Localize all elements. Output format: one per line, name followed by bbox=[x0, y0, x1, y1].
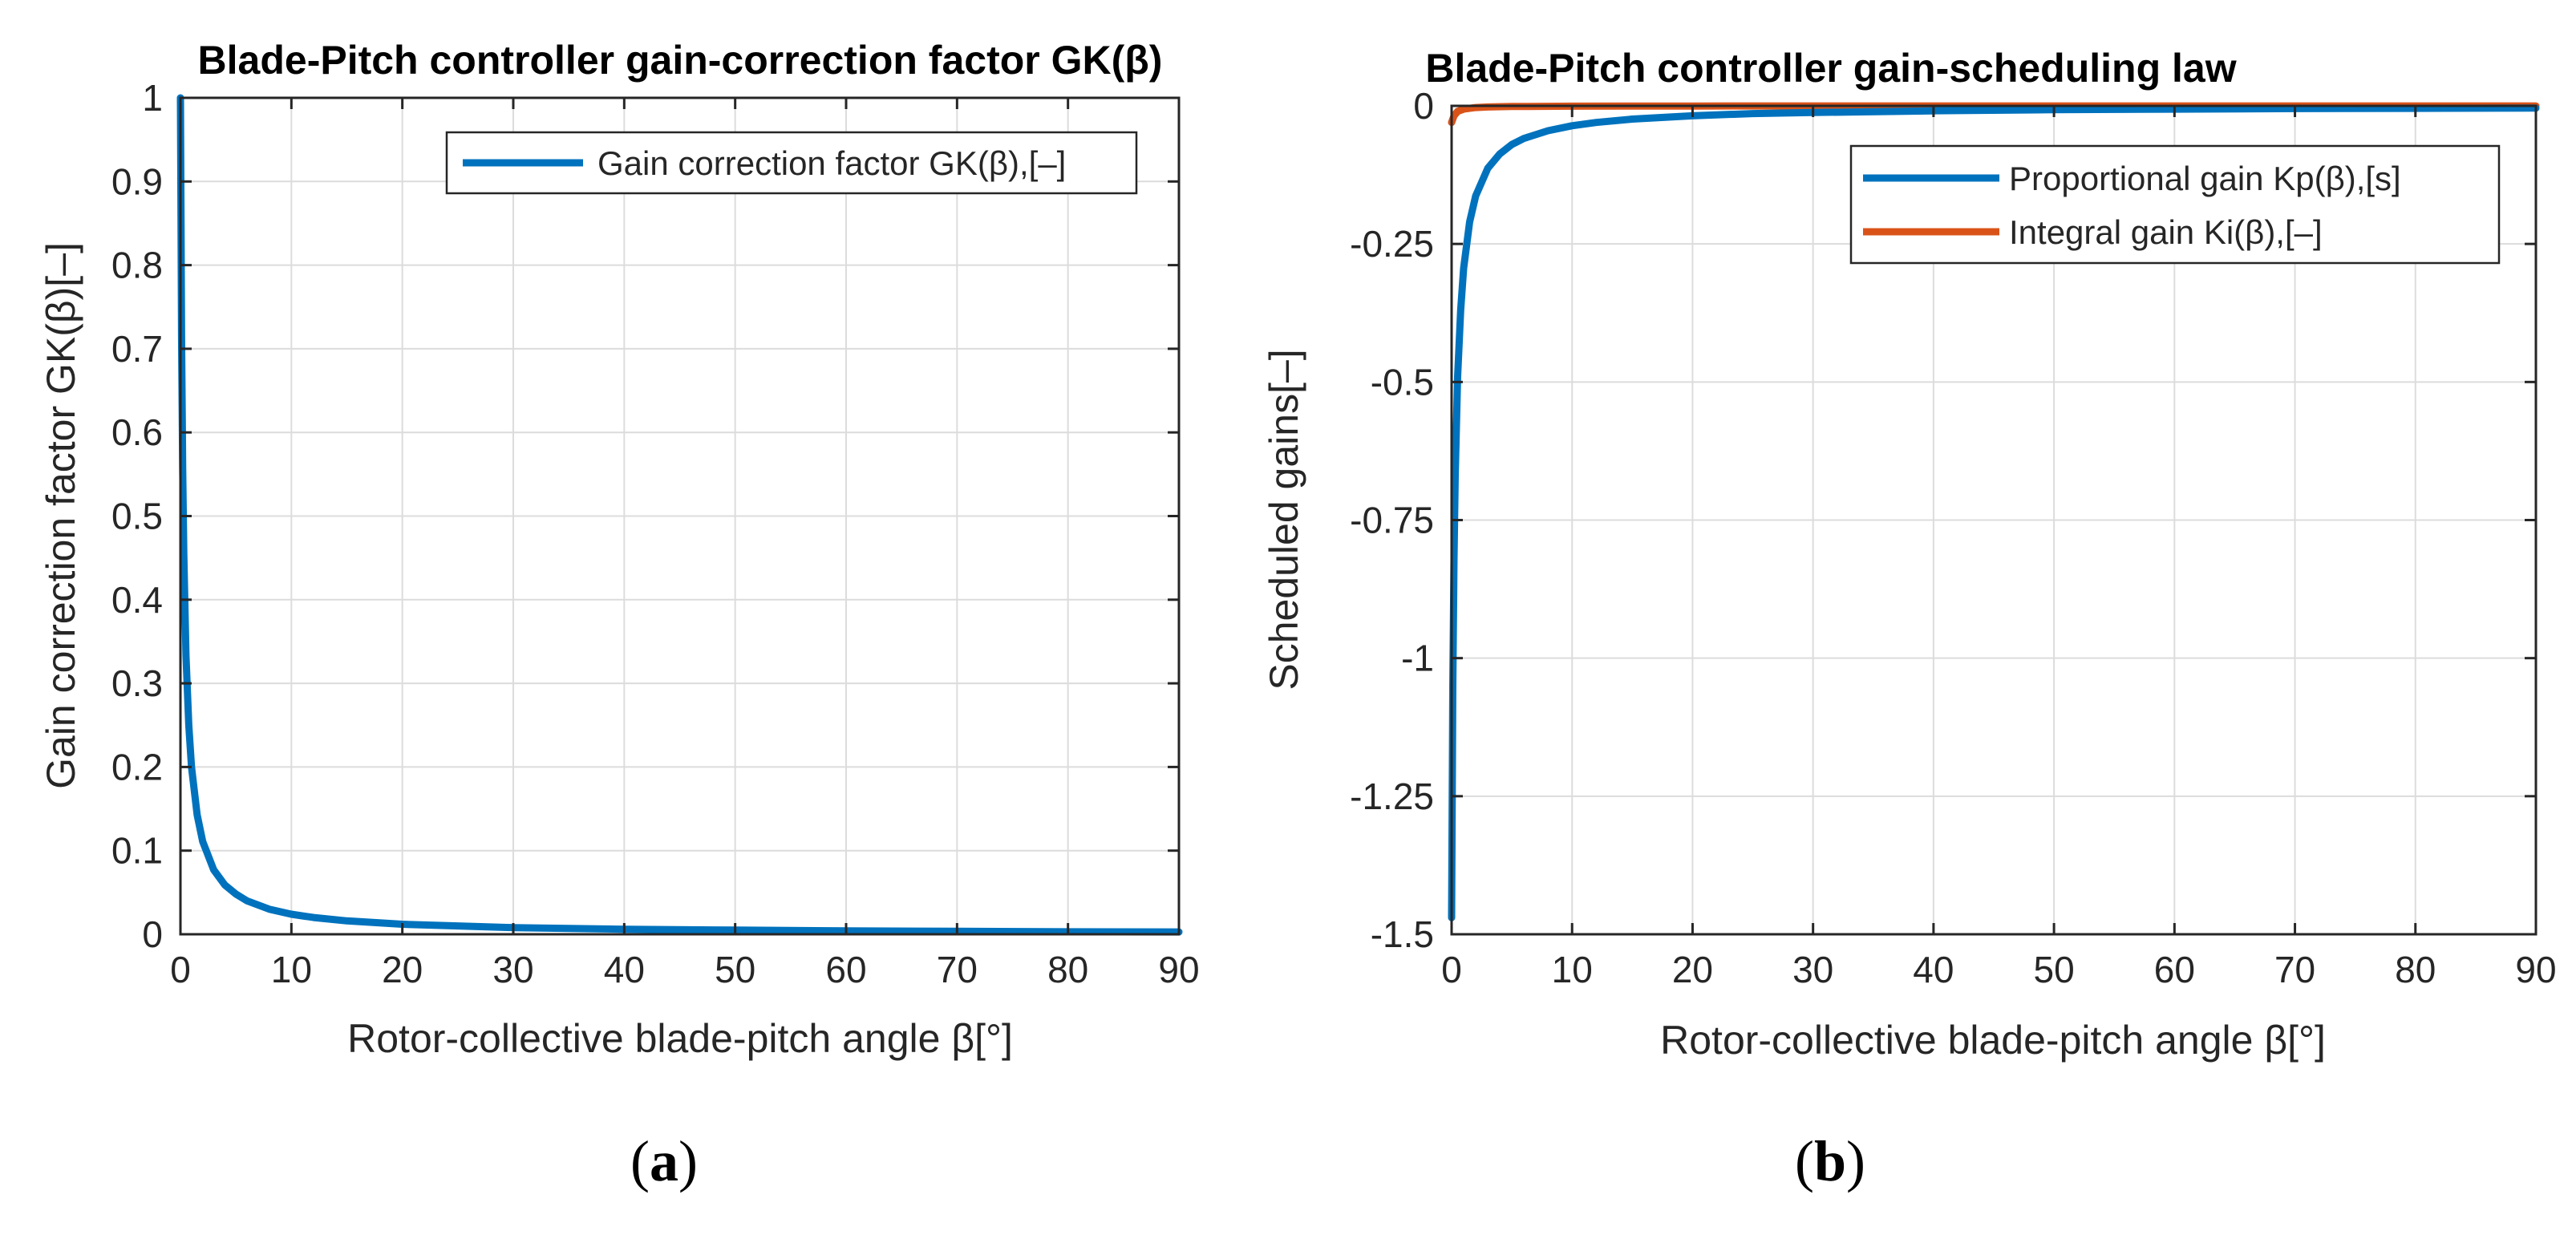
x-tick-label-a: 10 bbox=[271, 949, 312, 990]
y-tick-label-a: 0 bbox=[142, 913, 163, 955]
legend-box-b bbox=[1849, 144, 2501, 265]
x-tick-label-b: 60 bbox=[2154, 949, 2195, 990]
x-tick-label-b: 30 bbox=[1792, 949, 1833, 990]
x-tick-label-a: 60 bbox=[825, 949, 866, 990]
x-tick-label-b: 70 bbox=[2274, 949, 2315, 990]
series-layer-a bbox=[176, 94, 1183, 936]
x-tick-label-a: 30 bbox=[492, 949, 533, 990]
y-axis-label-b: Scheduled gains[–] bbox=[1262, 349, 1306, 690]
x-tick-label-a: 70 bbox=[937, 949, 978, 990]
x-tick-label-a: 50 bbox=[715, 949, 755, 990]
y-tick-label-a: 0.7 bbox=[111, 328, 163, 370]
series-line-a-0 bbox=[176, 94, 1183, 936]
series-line-b-0 bbox=[1448, 104, 2540, 921]
y-tick-label-a: 0.8 bbox=[111, 245, 163, 286]
chart-panel-a: Blade-Pitch controller gain-correction f… bbox=[38, 38, 1200, 1193]
y-tick-label-a: 0.5 bbox=[111, 496, 163, 537]
ticks-b: 0 10 20 30 40 50 60 70 80 90 -1.5 -1.25 -1 -0.75 -0.5 -… bbox=[1350, 85, 2556, 990]
legend-label-kp: Proportional gain Kp(β),[s] bbox=[2009, 160, 2401, 197]
x-tick-label-b: 80 bbox=[2395, 949, 2436, 990]
x-axis-label-a: Rotor-collective blade-pitch angle β[°] bbox=[347, 1016, 1013, 1061]
y-tick-label-b: -1.5 bbox=[1371, 913, 1434, 955]
x-tick-label-b: 90 bbox=[2515, 949, 2556, 990]
x-tick-label-a: 90 bbox=[1158, 949, 1199, 990]
x-tick-label-b: 40 bbox=[1913, 949, 1954, 990]
ticks-a: 0 10 20 30 40 50 60 70 80 90 0 0.1 0.2 0.3 0.4 0.5 0.6 0.… bbox=[111, 77, 1200, 990]
y-tick-label-b: -0.5 bbox=[1371, 361, 1434, 403]
legend-label-ki: Integral gain Ki(β),[–] bbox=[2009, 213, 2323, 251]
caption-b-letter: b bbox=[1814, 1129, 1846, 1193]
caption-b: (b) bbox=[1795, 1129, 1865, 1193]
caption-a-letter: a bbox=[650, 1129, 678, 1193]
y-tick-label-a: 0.1 bbox=[111, 830, 163, 872]
legend-label-gk: Gain correction factor GK(β),[–] bbox=[597, 144, 1066, 182]
x-tick-label-b: 50 bbox=[2034, 949, 2075, 990]
y-tick-label-a: 0.6 bbox=[111, 411, 163, 453]
caption-a: (a) bbox=[630, 1129, 698, 1193]
y-tick-label-a: 0.9 bbox=[111, 160, 163, 202]
y-tick-label-b: -1.25 bbox=[1350, 775, 1434, 817]
y-tick-label-a: 0.4 bbox=[111, 579, 163, 621]
chart-panel-b: Blade-Pitch controller gain-scheduling l… bbox=[1262, 46, 2557, 1193]
x-tick-label-b: 20 bbox=[1672, 949, 1713, 990]
y-tick-label-b: -1 bbox=[1401, 638, 1434, 679]
caption-a-open: ( bbox=[630, 1129, 650, 1193]
x-tick-label-a: 40 bbox=[604, 949, 645, 990]
y-tick-label-b: -0.75 bbox=[1350, 500, 1434, 541]
x-tick-label-b: 0 bbox=[1441, 949, 1462, 990]
caption-b-close: ) bbox=[1846, 1129, 1865, 1193]
caption-a-close: ) bbox=[678, 1129, 698, 1193]
legend-b: Proportional gain Kp(β),[s] Integral gai… bbox=[1849, 144, 2501, 265]
y-tick-label-a: 0.3 bbox=[111, 662, 163, 704]
x-tick-label-b: 10 bbox=[1552, 949, 1593, 990]
x-tick-label-a: 80 bbox=[1047, 949, 1088, 990]
x-axis-label-b: Rotor-collective blade-pitch angle β[°] bbox=[1660, 1018, 2326, 1063]
y-tick-label-b: -0.25 bbox=[1350, 223, 1434, 265]
chart-title-b: Blade-Pitch controller gain-scheduling l… bbox=[1425, 46, 2236, 91]
legend-a: Gain correction factor GK(β),[–] bbox=[445, 131, 1138, 195]
y-tick-label-a: 1 bbox=[142, 77, 163, 119]
caption-b-open: ( bbox=[1795, 1129, 1814, 1193]
grid-b bbox=[1452, 106, 2536, 934]
x-tick-label-a: 20 bbox=[382, 949, 423, 990]
y-tick-label-b: 0 bbox=[1413, 85, 1434, 127]
y-tick-label-a: 0.2 bbox=[111, 746, 163, 788]
chart-title-a: Blade-Pitch controller gain-correction f… bbox=[198, 38, 1163, 83]
x-tick-label-a: 0 bbox=[170, 949, 191, 990]
y-axis-label-a: Gain correction factor GK(β)[–] bbox=[38, 242, 83, 789]
